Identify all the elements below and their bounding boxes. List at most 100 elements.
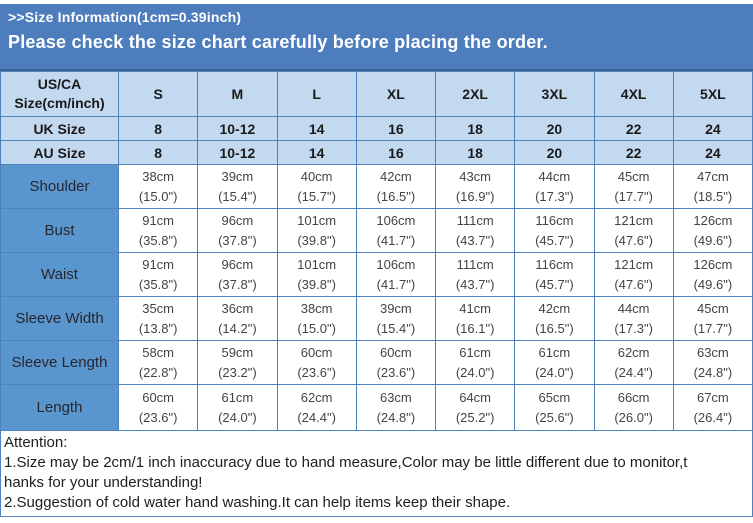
measurement-value-cell: 61cm (24.0") bbox=[434, 340, 516, 385]
cm-value: 43cm bbox=[459, 168, 492, 184]
measurement-value-cell: 63cm (24.8") bbox=[355, 384, 437, 431]
cm-value: 45cm bbox=[617, 168, 650, 184]
cm-value: 91cm bbox=[142, 212, 175, 228]
measurement-value-cell: 38cm (15.0") bbox=[117, 164, 199, 209]
cm-value: 116cm bbox=[535, 212, 574, 228]
cm-value: 96cm bbox=[221, 212, 254, 228]
inch-value: (35.8") bbox=[138, 276, 178, 292]
uk-size-row: UK Size 8 10-12 14 16 18 20 22 24 bbox=[0, 116, 753, 141]
cm-value: 44cm bbox=[538, 168, 571, 184]
measurement-row: Waist 91cm (35.8") 96cm (37.8") 101cm (39.8") 1… bbox=[0, 252, 753, 297]
measurement-value-cell: 106cm (41.7") bbox=[355, 252, 437, 297]
size-chart-notice: Please check the size chart carefully be… bbox=[8, 32, 548, 52]
measurement-value-cell: 62cm (24.4") bbox=[276, 384, 357, 431]
inch-value: (15.4") bbox=[218, 188, 257, 204]
cm-value: 62cm bbox=[617, 344, 650, 360]
cm-value: 64cm bbox=[459, 389, 492, 405]
inch-value: (24.8") bbox=[376, 409, 416, 425]
cm-value: 111cm bbox=[456, 256, 494, 272]
size-chart-table: US/CA Size(cm/inch) S M L XL 2XL 3XL 4XL 5XL UK Si… bbox=[0, 71, 753, 431]
size-value-cell: 22 bbox=[593, 140, 674, 165]
size-value-cell: 16 bbox=[355, 140, 437, 165]
measurement-value-cell: 39cm (15.4") bbox=[355, 296, 437, 341]
size-value-cell: 18 bbox=[434, 140, 516, 165]
size-value-cell: 14 bbox=[276, 140, 357, 165]
size-header-row: US/CA Size(cm/inch) S M L XL 2XL 3XL 4XL 5XL bbox=[0, 71, 753, 117]
measurement-value-cell: 47cm (18.5") bbox=[672, 164, 753, 209]
cm-value: 39cm bbox=[221, 168, 254, 184]
measurement-value-cell: 39cm (15.4") bbox=[197, 164, 278, 209]
cm-value: 126cm bbox=[693, 212, 733, 228]
measurement-label: Bust bbox=[0, 208, 119, 253]
measurement-row: Bust 91cm (35.8") 96cm (37.8") 101cm (39.8") 10… bbox=[0, 208, 753, 253]
inch-value: (37.8") bbox=[218, 232, 257, 248]
measurement-value-cell: 45cm (17.7") bbox=[593, 164, 674, 209]
cm-value: 35cm bbox=[142, 300, 175, 316]
measurement-value-cell: 62cm (24.4") bbox=[593, 340, 674, 385]
size-value-cell: 22 bbox=[593, 116, 674, 141]
inch-value: (15.7") bbox=[297, 188, 336, 204]
cm-value: 60cm bbox=[300, 344, 333, 360]
measurement-value-cell: 40cm (15.7") bbox=[276, 164, 357, 209]
measurement-value-cell: 91cm (35.8") bbox=[117, 208, 199, 253]
measurement-value-cell: 64cm (25.2") bbox=[434, 384, 516, 431]
inch-value: (17.7") bbox=[693, 320, 733, 336]
measurement-value-cell: 35cm (13.8") bbox=[117, 296, 199, 341]
inch-value: (25.2") bbox=[455, 409, 495, 425]
size-row-label: UK Size bbox=[0, 116, 119, 141]
cm-value: 38cm bbox=[142, 168, 175, 184]
measurement-value-cell: 121cm (47.6") bbox=[593, 252, 674, 297]
size-value-cell: 20 bbox=[514, 140, 595, 165]
inch-value: (16.9") bbox=[455, 188, 495, 204]
cm-value: 121cm bbox=[614, 212, 654, 228]
measurement-value-cell: 65cm (25.6") bbox=[514, 384, 595, 431]
measurement-value-cell: 44cm (17.3") bbox=[514, 164, 595, 209]
inch-value: (23.6") bbox=[376, 364, 416, 380]
size-info-banner: >>Size Information(1cm=0.39inch) Please … bbox=[0, 4, 753, 71]
inch-value: (15.0") bbox=[138, 188, 178, 204]
inch-value: (35.8") bbox=[138, 232, 178, 248]
inch-value: (23.6") bbox=[138, 409, 178, 425]
inch-value: (43.7") bbox=[455, 276, 495, 292]
measurement-value-cell: 121cm (47.6") bbox=[593, 208, 674, 253]
size-column-header: S bbox=[117, 71, 199, 117]
measurement-row: Sleeve Length 58cm (22.8") 59cm (23.2") 60cm (… bbox=[0, 340, 753, 385]
measurement-label: Sleeve Length bbox=[0, 340, 119, 385]
inch-value: (43.7") bbox=[455, 232, 495, 248]
size-value-cell: 8 bbox=[117, 140, 199, 165]
size-value-cell: 24 bbox=[672, 140, 753, 165]
cm-value: 36cm bbox=[221, 300, 254, 316]
inch-value: (24.4") bbox=[297, 409, 336, 425]
inch-value: (24.0") bbox=[455, 364, 495, 380]
attention-title: Attention: bbox=[4, 434, 68, 451]
cm-value: 61cm bbox=[459, 344, 492, 360]
top-margin bbox=[0, 0, 753, 4]
size-value-cell: 10-12 bbox=[197, 116, 278, 141]
measurement-value-cell: 101cm (39.8") bbox=[276, 252, 357, 297]
cm-value: 60cm bbox=[142, 389, 175, 405]
attention-line: 1.Size may be 2cm/1 inch inaccuracy due … bbox=[4, 454, 688, 471]
size-value-cell: 14 bbox=[276, 116, 357, 141]
inch-value: (26.0") bbox=[614, 409, 653, 425]
measurement-value-cell: 36cm (14.2") bbox=[197, 296, 278, 341]
measurement-value-cell: 96cm (37.8") bbox=[197, 252, 278, 297]
measurement-value-cell: 67cm (26.4") bbox=[672, 384, 753, 431]
inch-value: (18.5") bbox=[693, 188, 733, 204]
measurement-value-cell: 59cm (23.2") bbox=[197, 340, 278, 385]
corner-header-line2: Size(cm/inch) bbox=[14, 95, 105, 111]
inch-value: (15.4") bbox=[376, 320, 416, 336]
inch-value: (23.2") bbox=[218, 364, 257, 380]
cm-value: 111cm bbox=[456, 212, 494, 228]
size-column-header: 2XL bbox=[434, 71, 516, 117]
measurement-value-cell: 42cm (16.5") bbox=[355, 164, 437, 209]
au-size-row: AU Size 8 10-12 14 16 18 20 22 24 bbox=[0, 140, 753, 165]
inch-value: (39.8") bbox=[297, 232, 336, 248]
measurement-value-cell: 101cm (39.8") bbox=[276, 208, 357, 253]
cm-value: 106cm bbox=[376, 256, 416, 272]
size-value-cell: 18 bbox=[434, 116, 516, 141]
inch-value: (26.4") bbox=[693, 409, 733, 425]
cm-value: 91cm bbox=[142, 256, 175, 272]
attention-line: 2.Suggestion of cold water hand washing.… bbox=[4, 494, 511, 511]
inch-value: (22.8") bbox=[138, 364, 178, 380]
